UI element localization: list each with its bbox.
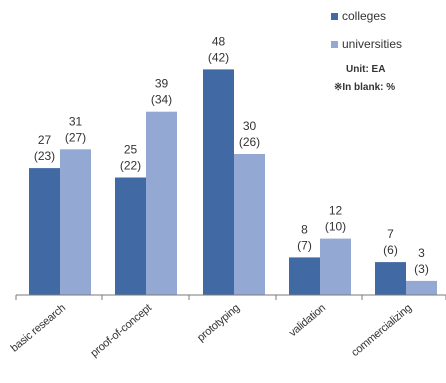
percent-label: (42) [208,50,229,64]
percent-label: (26) [239,135,260,149]
value-label: 3 [418,246,425,260]
bar-universities-4 [406,280,437,295]
bar-colleges-4 [375,262,406,295]
percent-label: (6) [383,243,398,257]
bar-colleges-3 [289,257,320,295]
category-label: basic research [9,302,68,355]
bars-group [29,69,437,296]
value-label: 27 [38,133,52,147]
category-labels-group: basic research proof-of-concept prototypin… [9,302,414,360]
value-label: 39 [155,77,169,91]
value-label: 12 [329,204,343,218]
x-ticks-group [15,295,446,300]
bar-universities-3 [320,238,351,295]
bar-universities-1 [146,111,177,295]
value-label: 8 [301,222,308,236]
legend-label-colleges: colleges [342,9,387,23]
bar-colleges-1 [115,177,146,295]
value-label: 48 [212,34,226,48]
percent-label: (3) [414,262,429,276]
unit-note: Unit: EA [346,64,386,75]
legend-universities: universities [331,37,402,51]
blank-note: ※In blank: % [334,82,396,93]
percent-label: (10) [325,220,346,234]
value-label: 7 [387,227,394,241]
category-label: prototyping [195,302,242,344]
category-label: validation [287,302,328,339]
value-labels-group: 27 (23) 31 (27) 25 (22) 39 (34) 48 (42) 30 (26) 8 (7)… [34,34,429,276]
legend-swatch-colleges [331,12,338,20]
percent-label: (22) [120,159,141,173]
legend-label-universities: universities [342,37,403,51]
percent-label: (27) [65,130,86,144]
percent-label: (7) [297,238,312,252]
value-label: 31 [69,114,83,128]
bar-universities-2 [234,154,265,295]
percent-label: (23) [34,149,55,163]
percent-label: (34) [151,93,172,107]
bar-colleges-0 [29,168,60,295]
value-label: 30 [243,119,257,133]
category-label: commercializing [349,302,414,359]
bar-colleges-2 [203,69,234,296]
legend-colleges: colleges [331,9,386,23]
bar-universities-0 [60,149,91,295]
legend-swatch-universities [331,40,338,48]
category-label: proof-of-concept [89,302,155,360]
value-label: 25 [124,143,138,157]
